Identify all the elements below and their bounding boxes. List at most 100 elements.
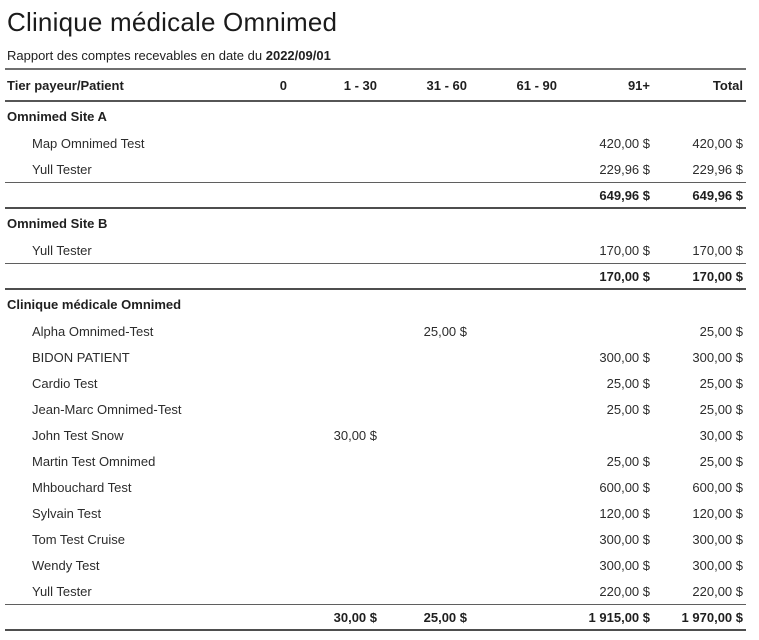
subtotal-spacer bbox=[5, 263, 200, 290]
amount-cell: 229,96 $ bbox=[692, 161, 743, 177]
patient-name: Wendy Test bbox=[32, 557, 100, 573]
patient-row: Yull Tester 220,00 $ 220,00 $ bbox=[5, 578, 746, 605]
amount-cell bbox=[200, 448, 290, 474]
amount-cell: 25,00 $ bbox=[606, 401, 650, 417]
amount-cell: 25,00 $ bbox=[699, 401, 743, 417]
report-subtitle: Rapport des comptes recevables en date d… bbox=[7, 48, 746, 63]
section-header-row: Omnimed Site B bbox=[5, 208, 746, 237]
amount-cell bbox=[290, 552, 380, 578]
section-subtotal-row: 649,96 $649,96 $ bbox=[5, 182, 746, 209]
amount-cell bbox=[470, 552, 560, 578]
subtotal-amount-cell: 30,00 $ bbox=[290, 604, 380, 631]
amount-cell bbox=[380, 237, 470, 264]
amount-cell: 300,00 $ bbox=[599, 349, 650, 365]
patient-row: Sylvain Test 120,00 $ 120,00 $ bbox=[5, 500, 746, 526]
amount-cell bbox=[380, 552, 470, 578]
subtotal-amount-cell: 1 915,00 $ bbox=[560, 604, 653, 631]
amount-cell bbox=[290, 578, 380, 605]
subtotal-spacer bbox=[5, 604, 200, 631]
amount-cell: 600,00 $ bbox=[692, 479, 743, 495]
amount-cell: 300,00 $ bbox=[599, 557, 650, 573]
amount-cell bbox=[200, 344, 290, 370]
amount-cell bbox=[200, 578, 290, 605]
amount-cell bbox=[380, 474, 470, 500]
amount-cell bbox=[470, 422, 560, 448]
subtotal-amount-cell: 649,96 $ bbox=[560, 182, 653, 209]
amount-cell bbox=[200, 130, 290, 156]
amount-cell: 600,00 $ bbox=[599, 479, 650, 495]
amount-cell: 420,00 $ bbox=[599, 135, 650, 151]
patient-row: Alpha Omnimed-Test 25,00 $ 25,00 $ bbox=[5, 318, 746, 344]
patient-name: John Test Snow bbox=[32, 427, 124, 443]
patient-name: Martin Test Omnimed bbox=[32, 453, 156, 469]
subtotal-amount-cell: 1 970,00 $ bbox=[653, 604, 746, 631]
section-subtotal-row: 30,00 $25,00 $ 1 915,00 $1 970,00 $ bbox=[5, 604, 746, 631]
column-header-total: Total bbox=[653, 69, 746, 102]
amount-cell bbox=[380, 130, 470, 156]
section-subtotal-row: 170,00 $170,00 $ bbox=[5, 263, 746, 290]
amount-cell: 170,00 $ bbox=[599, 242, 650, 258]
patient-row: Martin Test Omnimed 25,00 $ 25,00 $ bbox=[5, 448, 746, 474]
amount-cell bbox=[380, 500, 470, 526]
column-header-0: 0 bbox=[200, 69, 290, 102]
amount-cell: 25,00 $ bbox=[699, 323, 743, 339]
patient-row: Yull Tester 229,96 $ 229,96 $ bbox=[5, 156, 746, 183]
amount-cell: 30,00 $ bbox=[333, 427, 377, 443]
patient-name: Yull Tester bbox=[32, 242, 92, 258]
amount-cell: 30,00 $ bbox=[699, 427, 743, 443]
amount-cell: 420,00 $ bbox=[692, 135, 743, 151]
amount-cell bbox=[290, 526, 380, 552]
column-header-1-30: 1 - 30 bbox=[290, 69, 380, 102]
amount-cell bbox=[380, 578, 470, 605]
subtotal-amount-cell bbox=[290, 263, 380, 290]
section-header-row: Omnimed Site A bbox=[5, 101, 746, 130]
amount-cell bbox=[200, 156, 290, 183]
amount-cell bbox=[470, 448, 560, 474]
section-name: Omnimed Site A bbox=[7, 108, 107, 124]
amount-cell bbox=[290, 474, 380, 500]
patient-name: Yull Tester bbox=[32, 583, 92, 599]
subtotal-amount-cell bbox=[200, 263, 290, 290]
amount-cell bbox=[380, 396, 470, 422]
amount-cell bbox=[560, 422, 653, 448]
patient-name: Jean-Marc Omnimed-Test bbox=[32, 401, 182, 417]
subtotal-amount-cell bbox=[380, 182, 470, 209]
patient-name: Tom Test Cruise bbox=[32, 531, 125, 547]
subtotal-amount-cell bbox=[380, 263, 470, 290]
amount-cell bbox=[290, 318, 380, 344]
amount-cell bbox=[200, 552, 290, 578]
amount-cell bbox=[200, 370, 290, 396]
amount-cell: 25,00 $ bbox=[606, 375, 650, 391]
amount-cell bbox=[290, 344, 380, 370]
patient-row: Map Omnimed Test 420,00 $ 420,00 $ bbox=[5, 130, 746, 156]
amount-cell bbox=[560, 318, 653, 344]
amount-cell bbox=[290, 370, 380, 396]
amount-cell bbox=[470, 474, 560, 500]
amount-cell bbox=[290, 237, 380, 264]
amount-cell bbox=[290, 396, 380, 422]
report-subtitle-text: Rapport des comptes recevables en date d… bbox=[7, 48, 263, 63]
amount-cell: 170,00 $ bbox=[692, 242, 743, 258]
amount-cell: 25,00 $ bbox=[699, 453, 743, 469]
accounts-receivable-report: Clinique médicale Omnimed Rapport des co… bbox=[0, 6, 759, 631]
patient-name: BIDON PATIENT bbox=[32, 349, 130, 365]
patient-row: Cardio Test 25,00 $ 25,00 $ bbox=[5, 370, 746, 396]
amount-cell bbox=[470, 130, 560, 156]
section-header-row: Clinique médicale Omnimed bbox=[5, 289, 746, 318]
amount-cell: 120,00 $ bbox=[692, 505, 743, 521]
patient-row: Jean-Marc Omnimed-Test 25,00 $ 25,00 $ bbox=[5, 396, 746, 422]
amount-cell: 300,00 $ bbox=[692, 349, 743, 365]
amount-cell bbox=[200, 318, 290, 344]
patient-name: Alpha Omnimed-Test bbox=[32, 323, 154, 339]
subtotal-amount-cell bbox=[200, 182, 290, 209]
amount-cell bbox=[470, 526, 560, 552]
amount-cell: 229,96 $ bbox=[599, 161, 650, 177]
amount-cell bbox=[470, 156, 560, 183]
patient-row: Wendy Test 300,00 $ 300,00 $ bbox=[5, 552, 746, 578]
subtotal-amount-cell bbox=[470, 182, 560, 209]
table-header-row: Tier payeur/Patient 0 1 - 30 31 - 60 61 … bbox=[5, 69, 746, 102]
report-table-body: Omnimed Site A Map Omnimed Test 420,00 $ 42… bbox=[5, 101, 746, 631]
patient-row: Tom Test Cruise 300,00 $ 300,00 $ bbox=[5, 526, 746, 552]
patient-row: John Test Snow 30,00 $ 30,00 $ bbox=[5, 422, 746, 448]
subtotal-amount-cell bbox=[200, 604, 290, 631]
